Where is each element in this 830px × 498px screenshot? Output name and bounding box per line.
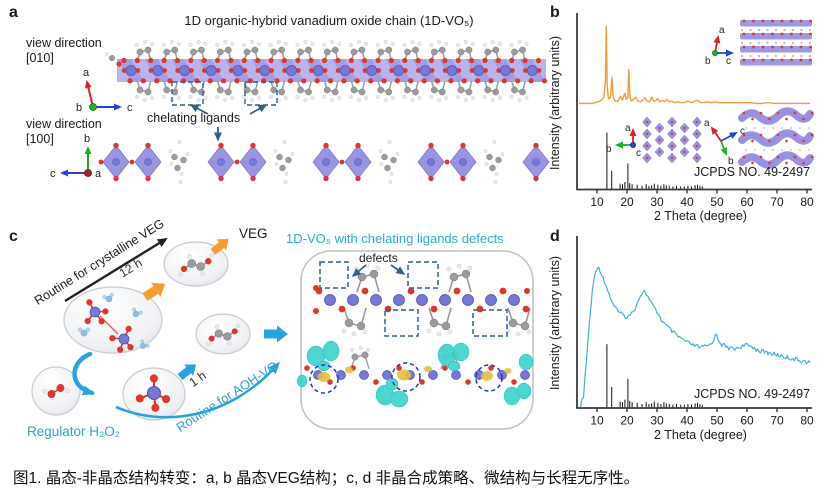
svg-text:80: 80 (800, 414, 814, 428)
defects-arrow-left (351, 264, 367, 277)
axis-a-dot (84, 169, 92, 177)
svg-text:50: 50 (710, 414, 724, 428)
panel-d-x-axis-label: 2 Theta (degree) (654, 428, 747, 442)
axis-label-b: b (606, 144, 612, 155)
veg-product-label: VEG (239, 226, 268, 241)
cyan-isosurface (296, 340, 534, 408)
view-direction-100: view direction [100] (26, 117, 102, 147)
svg-text:40: 40 (680, 195, 694, 209)
defect-chain-structure (313, 263, 532, 337)
chelating-ligands-label: chelating ligands (147, 111, 241, 125)
view-axis-text: [010] (26, 51, 54, 65)
product-container (300, 250, 534, 430)
axis-label-c: c (636, 148, 641, 159)
panel-b-jcpds-label: JCPDS NO. 49-2497 (694, 165, 811, 179)
defects-label: defects (359, 251, 398, 265)
axis-label-c: c (740, 126, 745, 137)
svg-text:70: 70 (770, 195, 784, 209)
precursor-molecules (77, 292, 151, 359)
defect-site-circles (309, 362, 503, 394)
axis-label-a: a (83, 67, 90, 79)
svg-text:50: 50 (710, 195, 724, 209)
chelating-arrow-left (189, 104, 209, 115)
chelating-ligand-box-1 (171, 81, 204, 106)
svg-text:20: 20 (620, 414, 634, 428)
view-direction-text: view direction (26, 36, 102, 50)
regulator-label: Regulator H₂O₂ (27, 424, 121, 439)
svg-text:60: 60 (740, 195, 754, 209)
yellow-isosurface (317, 366, 512, 382)
crystalline-route-arrow (64, 237, 168, 303)
svg-text:80: 80 (800, 195, 814, 209)
amorphous-route-arrow (115, 361, 280, 419)
panel-b-structure-insets (642, 19, 814, 169)
svg-text:20: 20 (620, 195, 634, 209)
axis-label-a: a (95, 168, 102, 180)
view-direction-010: view direction [010] (26, 36, 102, 66)
inset-gizmo-bottom-right: a b c (704, 118, 745, 167)
inset-gizmo-middle: a b c (606, 123, 641, 159)
svg-text:40: 40 (680, 414, 694, 428)
axis-label-b: b (728, 156, 734, 167)
panel-c-scheme (31, 233, 534, 430)
blue-arrow-to-product (264, 325, 288, 343)
panel-a-annotations (171, 81, 278, 142)
axis-label-a: a (719, 25, 725, 36)
svg-text:30: 30 (650, 195, 664, 209)
svg-text:10: 10 (590, 414, 604, 428)
chelating-ligand-box-2 (244, 81, 278, 106)
axis-b-dot (89, 103, 97, 111)
panel-d-xrd-plot: 10 20 30 40 50 60 70 80 (576, 236, 814, 428)
panel-a-chain-view-010 (105, 40, 548, 102)
panel-d-jcpds-label: JCPDS NO. 49-2497 (694, 387, 811, 401)
panel-b-xrd-plot: 10 20 30 40 50 60 70 80 (576, 13, 814, 209)
svg-text:70: 70 (770, 414, 784, 428)
axis-label-c: c (127, 102, 133, 114)
svg-text:10: 10 (590, 195, 604, 209)
panel-d-label: d (550, 228, 560, 245)
axes-gizmo-010: a b c (76, 67, 133, 114)
product-title: 1D-VO₅ with chelating ligands defects (286, 231, 504, 246)
hydrolysis-arrow (72, 351, 95, 396)
axis-label-b: b (76, 102, 82, 114)
eg-molecule-bubble (195, 313, 251, 355)
defect-boxes (319, 261, 508, 337)
axes-gizmo-100: b a c (50, 133, 102, 180)
panel-a-chain-view-100 (98, 140, 550, 184)
panel-a-label: a (9, 4, 18, 21)
svg-text:30: 30 (650, 414, 664, 428)
panel-c-label: c (9, 228, 18, 245)
panel-b-y-axis-label: Intensity (arbitrary units) (548, 35, 562, 171)
axis-label-b: b (84, 133, 90, 145)
panel-b-x-axis-label: 2 Theta (degree) (654, 209, 747, 223)
panel-d-y-axis-label: Intensity (arbitrary units) (548, 255, 562, 391)
chelating-arrow-right (249, 104, 268, 115)
view-axis-text: [100] (26, 132, 54, 146)
view-direction-text: view direction (26, 117, 102, 131)
defects-arrow-right (390, 264, 406, 275)
axis-label-c: c (50, 168, 56, 180)
panel-b-label: b (550, 4, 560, 21)
axis-label-a: a (704, 118, 710, 129)
axis-label-a: a (625, 123, 631, 134)
axis-label-b: b (705, 56, 711, 67)
axis-label-c: c (726, 56, 731, 67)
svg-text:60: 60 (740, 414, 754, 428)
panel-a-title: 1D organic-hybrid vanadium oxide chain (… (184, 13, 474, 28)
inset-gizmo-top-right: a b c (705, 25, 734, 67)
figure-caption: 图1. 晶态-非晶态结构转变：a, b 晶态VEG结构；c, d 非晶合成策略、… (13, 470, 640, 487)
